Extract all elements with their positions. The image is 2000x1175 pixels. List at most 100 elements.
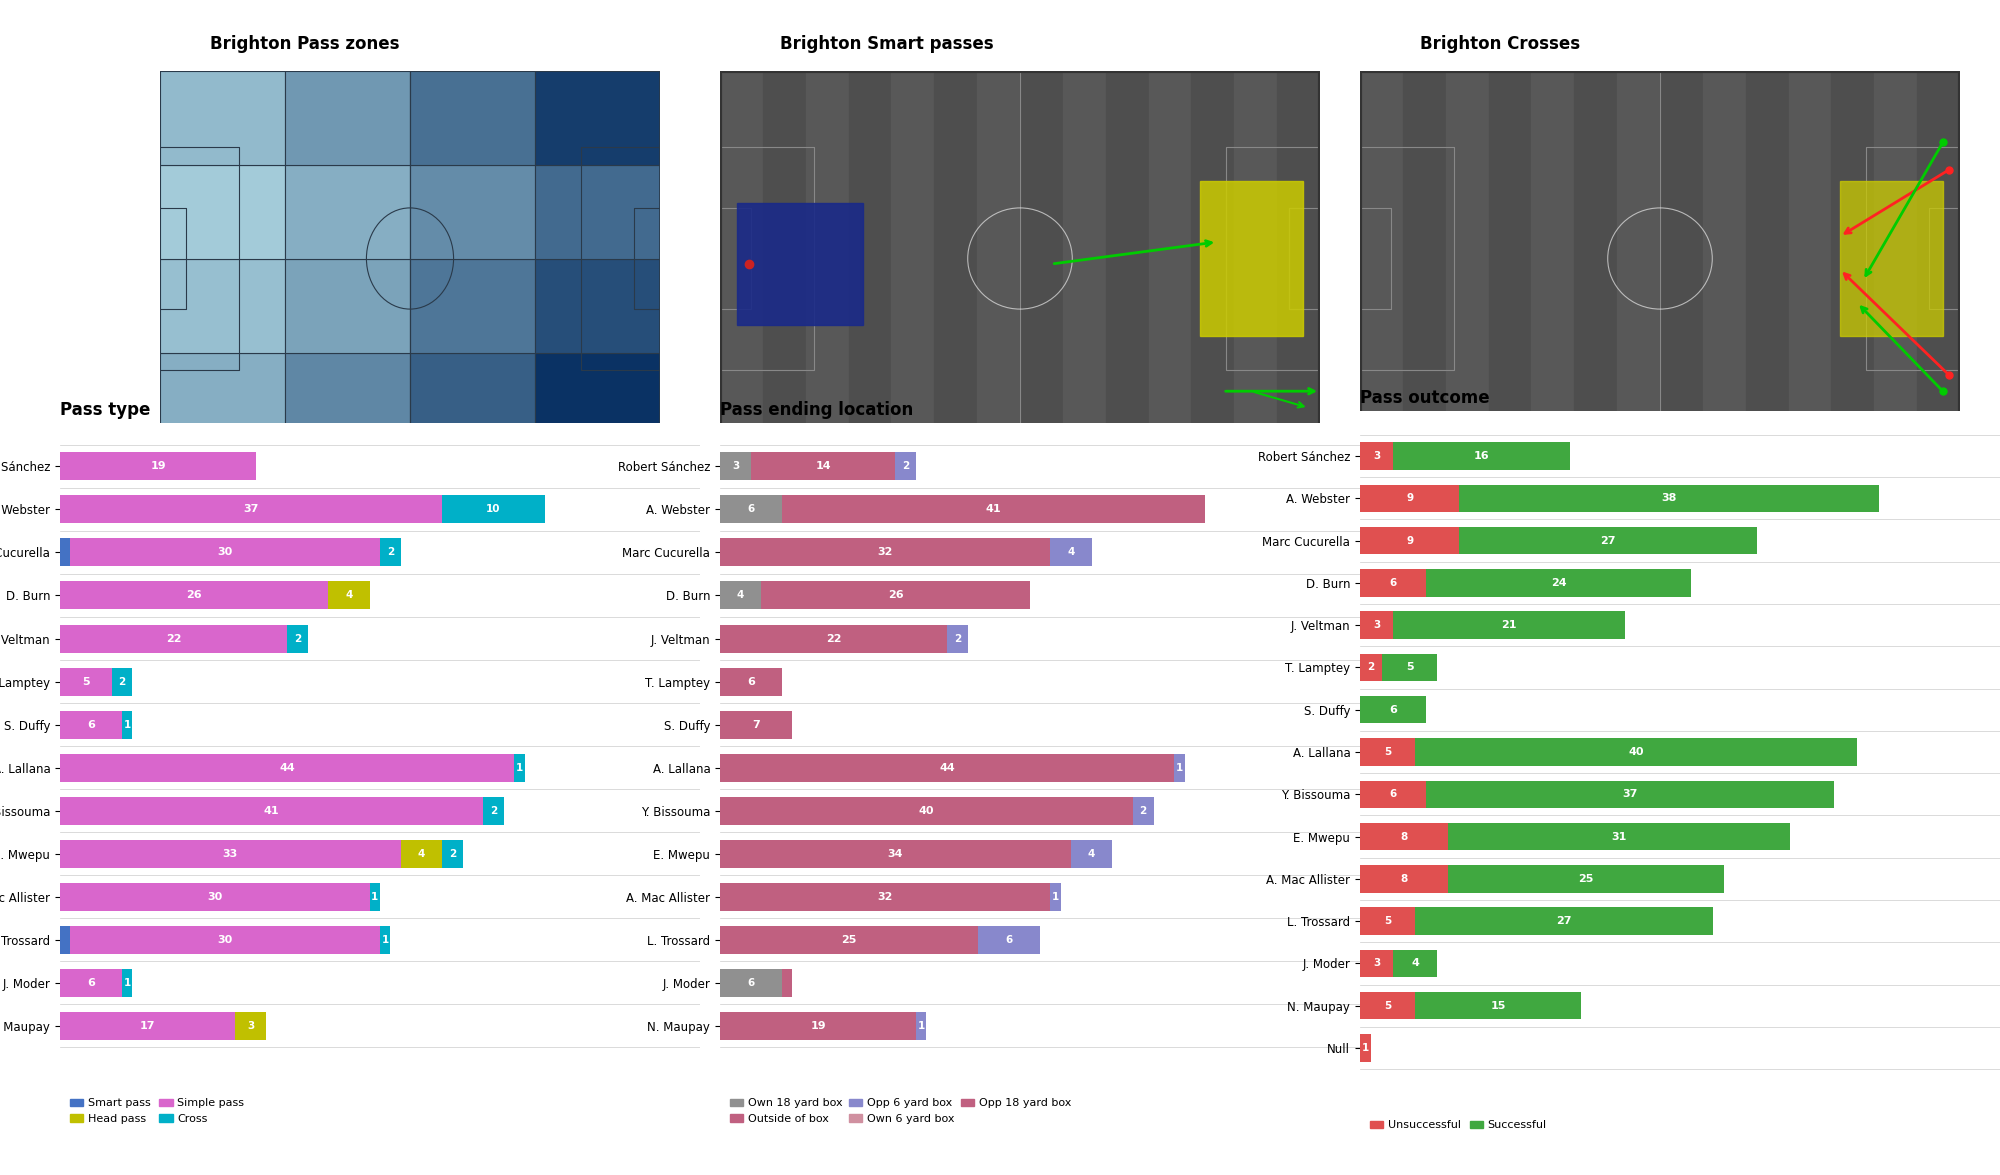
Bar	[720, 625, 948, 652]
Bar	[60, 538, 70, 566]
Bar	[1382, 653, 1438, 682]
Bar	[60, 1012, 236, 1040]
Text: 3: 3	[1372, 959, 1380, 968]
Bar	[442, 840, 462, 867]
Bar	[1174, 753, 1184, 781]
Text: 2: 2	[118, 677, 126, 686]
Bar	[160, 258, 286, 352]
Text: 1: 1	[1052, 892, 1060, 901]
Bar	[1360, 865, 1448, 893]
Text: 1: 1	[124, 719, 130, 730]
Text: 6: 6	[1390, 790, 1396, 799]
Text: 38: 38	[1662, 494, 1676, 503]
Bar	[1148, 70, 1192, 446]
Bar	[1278, 70, 1320, 446]
Text: 3: 3	[1372, 620, 1380, 630]
Bar	[286, 258, 410, 352]
Text: 21: 21	[1502, 620, 1516, 630]
Text: 4: 4	[418, 848, 424, 859]
Bar	[286, 165, 410, 258]
Bar	[1360, 780, 1426, 808]
Bar	[1446, 70, 1488, 446]
Bar	[1394, 611, 1624, 639]
Text: 3: 3	[248, 1021, 254, 1030]
Bar	[978, 70, 1020, 446]
Text: 6: 6	[88, 719, 94, 730]
Text: 1: 1	[124, 978, 130, 988]
Text: 4: 4	[346, 591, 352, 600]
Bar	[1574, 70, 1618, 446]
Bar	[720, 667, 782, 696]
Bar	[328, 582, 370, 610]
Text: 5: 5	[1384, 1001, 1392, 1010]
Text: 25: 25	[1578, 874, 1594, 884]
Bar	[1050, 538, 1092, 566]
Text: 4: 4	[1088, 848, 1096, 859]
Text: 1: 1	[1362, 1043, 1370, 1053]
Text: 1: 1	[918, 1021, 924, 1030]
Bar	[916, 1012, 926, 1040]
Bar	[782, 496, 1206, 523]
Bar	[410, 258, 536, 352]
Bar	[1360, 442, 1394, 470]
Text: 41: 41	[986, 504, 1002, 515]
Text: 30: 30	[208, 892, 222, 901]
Text: 4: 4	[1068, 548, 1074, 557]
Bar	[1360, 696, 1426, 724]
Text: 2: 2	[954, 633, 962, 644]
Bar	[536, 258, 660, 352]
Bar	[1702, 70, 1746, 446]
Bar	[720, 711, 792, 739]
Bar	[892, 70, 934, 446]
Bar	[1360, 907, 1416, 935]
Text: 30: 30	[218, 935, 232, 945]
Legend: Smart pass, Head pass, Simple pass, Cross: Smart pass, Head pass, Simple pass, Cros…	[66, 1094, 248, 1128]
Text: 10: 10	[486, 504, 500, 515]
Text: 2: 2	[1368, 663, 1374, 672]
Text: 2: 2	[902, 462, 910, 471]
Bar	[1050, 882, 1060, 911]
Bar	[720, 882, 1050, 911]
Bar	[60, 882, 370, 911]
Bar	[1788, 70, 1832, 446]
Bar	[1234, 70, 1278, 446]
Bar	[1840, 181, 1942, 336]
Bar	[720, 452, 750, 481]
Text: 37: 37	[244, 504, 258, 515]
Text: 1: 1	[372, 892, 378, 901]
Bar	[782, 969, 792, 996]
Bar	[1360, 484, 1460, 512]
Bar	[1020, 70, 1062, 446]
Bar	[720, 969, 782, 996]
Text: 44: 44	[280, 763, 294, 773]
Text: 9: 9	[1406, 536, 1414, 545]
Bar	[1106, 70, 1148, 446]
Bar	[112, 667, 132, 696]
Text: 30: 30	[218, 548, 232, 557]
Text: 25: 25	[842, 935, 856, 945]
Text: 33: 33	[222, 848, 238, 859]
Text: 22: 22	[826, 633, 842, 644]
Bar	[720, 926, 978, 954]
Text: 8: 8	[1400, 874, 1408, 884]
Text: 27: 27	[1600, 536, 1616, 545]
Bar	[536, 165, 660, 258]
Bar	[1394, 442, 1570, 470]
Text: Brighton Crosses: Brighton Crosses	[1420, 35, 1580, 53]
Text: 1: 1	[382, 935, 388, 945]
Bar	[60, 452, 256, 481]
Bar	[1660, 70, 1702, 446]
Text: 2: 2	[448, 848, 456, 859]
Bar	[720, 538, 1050, 566]
Bar	[896, 452, 916, 481]
Bar	[1360, 569, 1426, 597]
Text: 1: 1	[516, 763, 522, 773]
Text: 6: 6	[1390, 578, 1396, 588]
Bar	[1360, 1034, 1372, 1062]
Bar	[380, 538, 400, 566]
Bar	[738, 203, 862, 324]
Bar	[1394, 949, 1438, 978]
Text: 15: 15	[1490, 1001, 1506, 1010]
Text: 26: 26	[186, 591, 202, 600]
Bar	[750, 452, 896, 481]
